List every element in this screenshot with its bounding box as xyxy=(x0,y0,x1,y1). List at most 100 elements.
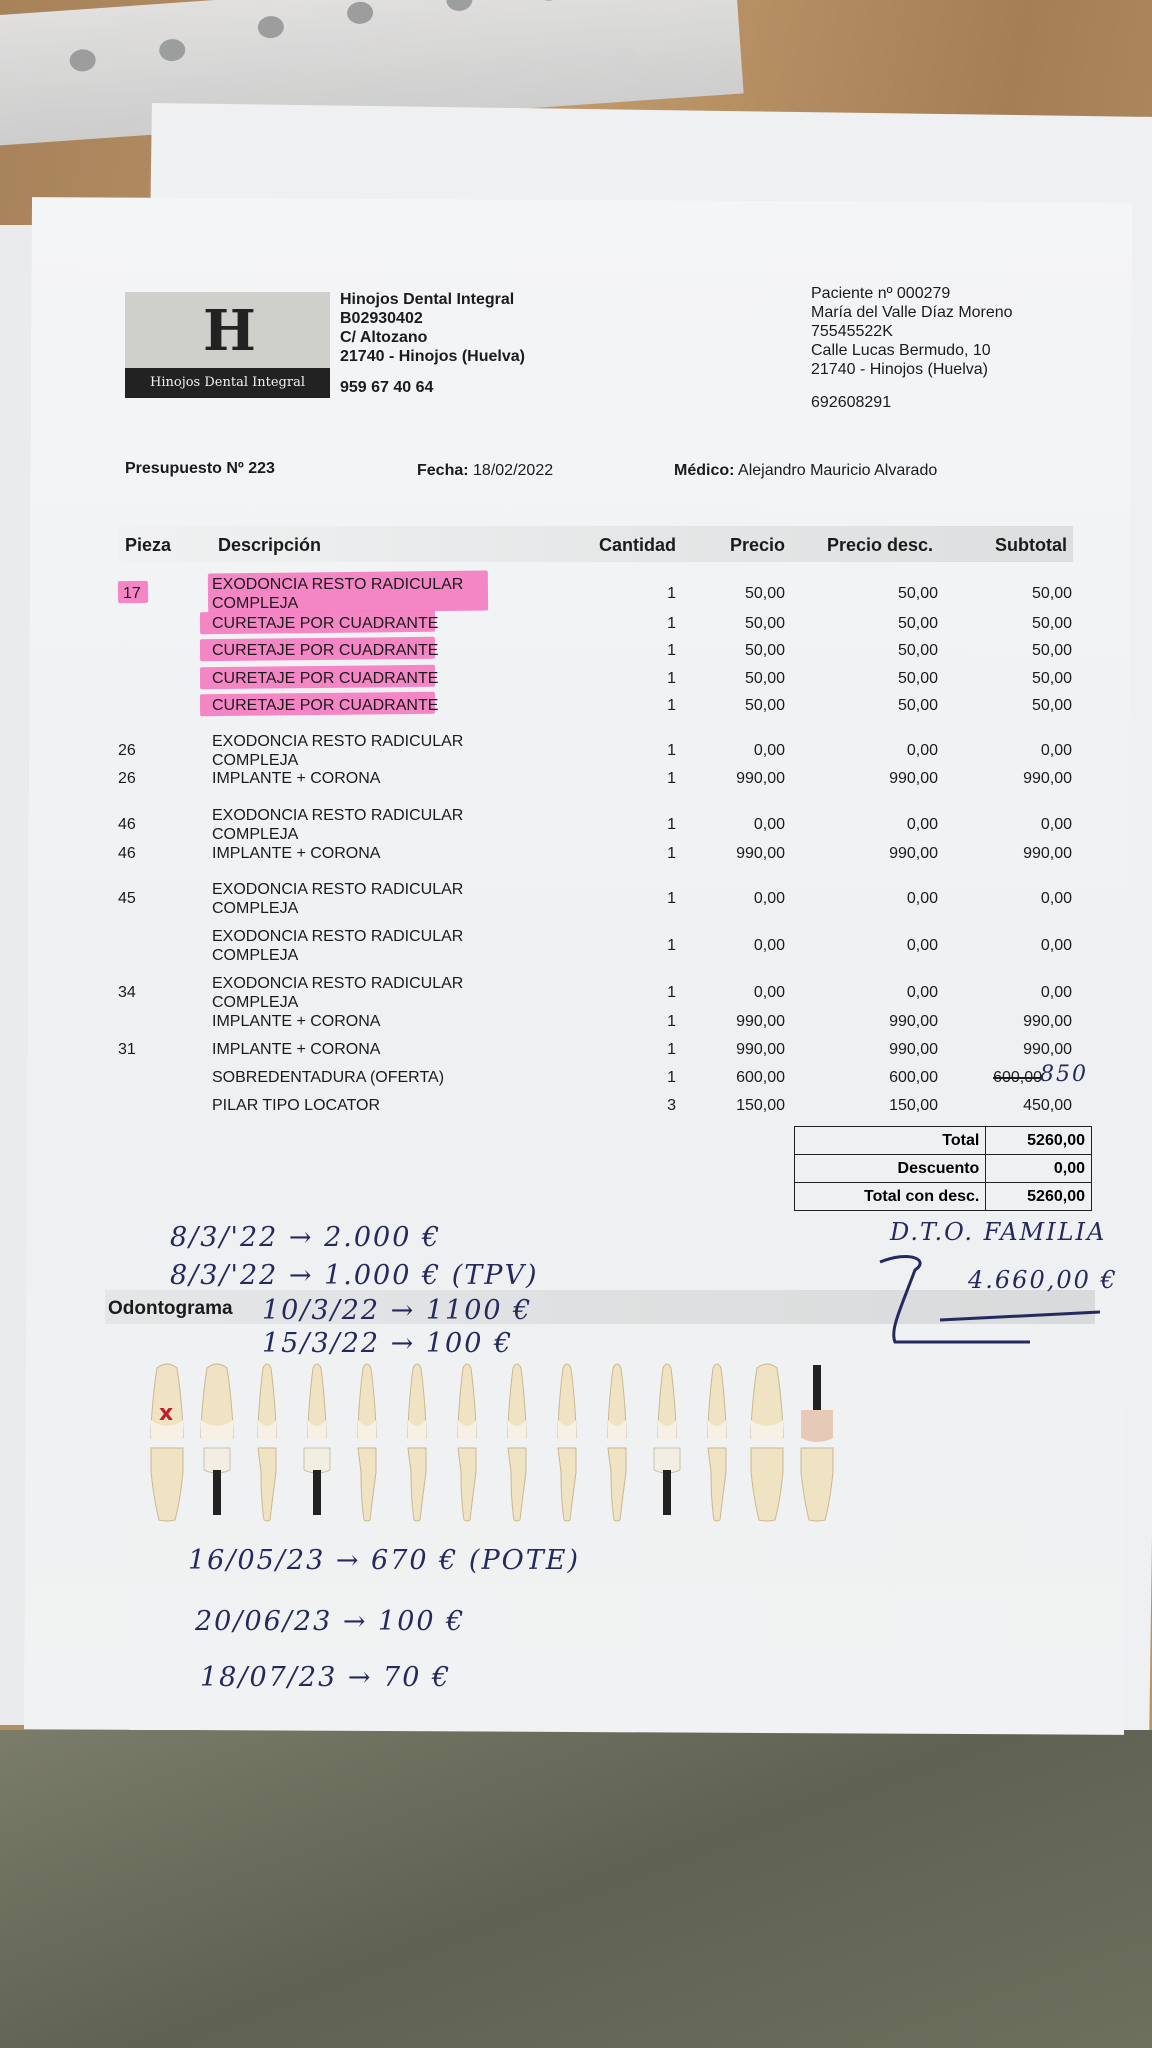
tooth-icon xyxy=(507,1363,527,1522)
cell-descripcion: EXODONCIA RESTO RADICULAR COMPLEJA xyxy=(212,928,464,964)
cell-cantidad: 1 xyxy=(667,1041,676,1058)
cell-subtotal: 0,00 xyxy=(1040,984,1072,1001)
cell-subtotal: 0,00 xyxy=(1040,890,1072,907)
cell-descripcion: CURETAJE POR CUADRANTE xyxy=(212,697,439,714)
handwritten-payment: 18/07/23 → 70 € xyxy=(200,1662,452,1693)
cell-precio-desc: 50,00 xyxy=(897,615,938,632)
cell-subtotal: 990,00 xyxy=(1023,1041,1072,1058)
patient-city: 21740 - Hinojos (Huelva) xyxy=(811,361,988,378)
cell-precio: 0,00 xyxy=(753,937,785,954)
cell-subtotal: 990,00 xyxy=(1023,845,1072,862)
cell-cantidad: 1 xyxy=(667,816,676,833)
cell-descripcion: SOBREDENTADURA (OFERTA) xyxy=(212,1069,445,1086)
header-cantidad: Cantidad xyxy=(598,535,676,555)
tooth-icon xyxy=(457,1363,477,1522)
clinic-cif: B02930402 xyxy=(340,310,423,327)
tooth-logo-icon: H xyxy=(203,298,256,364)
cell-subtotal: 450,00 xyxy=(1023,1097,1072,1114)
cell-descripcion: EXODONCIA RESTO RADICULAR COMPLEJA xyxy=(212,576,464,612)
cell-precio-desc: 990,00 xyxy=(889,1013,938,1030)
header-pieza: Pieza xyxy=(125,535,172,555)
cell-descripcion: CURETAJE POR CUADRANTE xyxy=(212,642,439,659)
cell-cantidad: 1 xyxy=(667,742,676,759)
handwritten-discount-note: D.T.O. FAMILIA xyxy=(890,1218,1107,1246)
handwritten-payment: 8/3/'22 → 2.000 € xyxy=(170,1222,442,1253)
cell-precio-desc: 50,00 xyxy=(897,642,938,659)
patient-number: Paciente nº 000279 xyxy=(811,285,951,302)
header-descripcion: Descripción xyxy=(218,535,322,555)
patient-name: María del Valle Díaz Moreno xyxy=(811,304,1013,321)
handwritten-subtotal: 850 xyxy=(1040,1062,1088,1087)
handwritten-payment: 16/05/23 → 670 € (POTE) xyxy=(188,1545,581,1576)
cell-descripcion: EXODONCIA RESTO RADICULAR COMPLEJA xyxy=(212,733,464,769)
cell-descripcion: IMPLANTE + CORONA xyxy=(212,1041,381,1058)
cell-precio-desc: 0,00 xyxy=(906,816,938,833)
cell-subtotal: 50,00 xyxy=(1031,615,1072,632)
patient-phone: 692608291 xyxy=(811,394,892,411)
handwritten-payment: 10/3/22 → 1100 € xyxy=(262,1295,533,1326)
cell-precio-desc: 0,00 xyxy=(906,890,938,907)
tooth-icon xyxy=(200,1363,234,1515)
tooth-icon xyxy=(750,1363,784,1522)
tooth-icon xyxy=(607,1363,627,1522)
cell-cantidad: 1 xyxy=(667,670,676,687)
table-header-band xyxy=(118,526,1073,562)
cell-cantidad: 1 xyxy=(667,770,676,787)
handwritten-discount-total: 4.660,00 € xyxy=(968,1266,1118,1294)
cell-descripcion: CURETAJE POR CUADRANTE xyxy=(212,670,439,687)
cell-precio: 50,00 xyxy=(744,697,785,714)
cell-descripcion: EXODONCIA RESTO RADICULAR COMPLEJA xyxy=(212,975,464,1011)
cell-descripcion: CURETAJE POR CUADRANTE xyxy=(212,615,439,632)
cell-cantidad: 3 xyxy=(667,1097,676,1114)
cell-precio-desc: 150,00 xyxy=(889,1097,938,1114)
cell-pieza: 46 xyxy=(118,816,136,833)
cell-descripcion: EXODONCIA RESTO RADICULAR COMPLEJA xyxy=(212,807,464,843)
cell-precio-desc: 600,00 xyxy=(889,1069,938,1086)
cell-descripcion: PILAR TIPO LOCATOR xyxy=(212,1097,381,1114)
clinic-street: C/ Altozano xyxy=(340,329,428,346)
cell-cantidad: 1 xyxy=(667,1069,676,1086)
cell-pieza: 26 xyxy=(118,742,136,759)
cell-subtotal: 990,00 xyxy=(1023,770,1072,787)
totals-row: Descuento 0,00 xyxy=(793,1154,1092,1183)
cell-precio-desc: 990,00 xyxy=(889,770,938,787)
cell-cantidad: 1 xyxy=(667,890,676,907)
cell-cantidad: 1 xyxy=(667,642,676,659)
cell-precio: 990,00 xyxy=(736,1041,785,1058)
tooth-icon xyxy=(357,1363,377,1522)
cell-subtotal: 0,00 xyxy=(1040,742,1072,759)
cell-cantidad: 1 xyxy=(667,615,676,632)
totals-row: Total 5260,00 xyxy=(793,1126,1092,1155)
cell-precio: 0,00 xyxy=(753,816,785,833)
clinic-name: Hinojos Dental Integral xyxy=(340,291,515,308)
tooth-icon xyxy=(707,1363,727,1522)
clinic-info: Hinojos Dental Integral B02930402 C/ Alt… xyxy=(340,290,525,397)
cell-cantidad: 1 xyxy=(667,697,676,714)
cell-subtotal: 50,00 xyxy=(1031,697,1072,714)
cell-precio: 50,00 xyxy=(744,642,785,659)
cell-precio: 50,00 xyxy=(744,670,785,687)
cell-pieza: 46 xyxy=(118,845,136,862)
patient-street: Calle Lucas Bermudo, 10 xyxy=(811,342,991,359)
budget-date: Fecha: 18/02/2022 xyxy=(417,462,554,479)
cell-subtotal: 50,00 xyxy=(1031,642,1072,659)
cell-subtotal: 50,00 xyxy=(1031,670,1072,687)
cell-descripcion: EXODONCIA RESTO RADICULAR COMPLEJA xyxy=(212,881,464,917)
cell-precio: 50,00 xyxy=(744,585,785,602)
header-precio-desc: Precio desc. xyxy=(826,535,933,555)
cell-precio: 990,00 xyxy=(736,845,785,862)
cell-subtotal: 0,00 xyxy=(1040,937,1072,954)
tooth-icon xyxy=(257,1363,277,1522)
cell-precio: 600,00 xyxy=(736,1069,785,1086)
cell-cantidad: 1 xyxy=(667,984,676,1001)
header-precio: Precio xyxy=(729,535,785,555)
cell-precio-desc: 0,00 xyxy=(906,937,938,954)
cell-subtotal: 0,00 xyxy=(1040,816,1072,833)
tooth-icon xyxy=(557,1363,577,1522)
clinic-phone: 959 67 40 64 xyxy=(340,379,434,396)
cell-pieza: 45 xyxy=(118,890,136,907)
handwritten-bracket xyxy=(879,1255,1101,1344)
cell-precio: 0,00 xyxy=(753,742,785,759)
cell-precio: 990,00 xyxy=(736,1013,785,1030)
cell-cantidad: 1 xyxy=(667,845,676,862)
